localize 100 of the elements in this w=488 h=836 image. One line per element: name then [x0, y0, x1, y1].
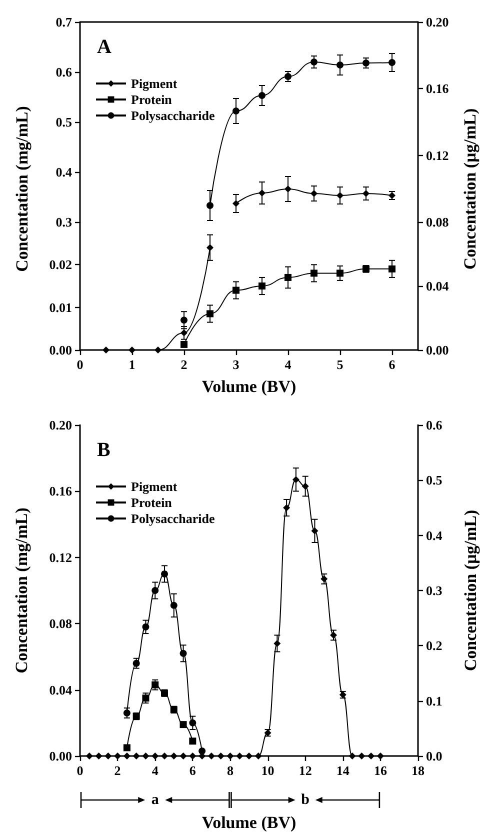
text: A: [97, 36, 112, 58]
point: [274, 640, 281, 647]
point: [123, 752, 130, 760]
y-tick-label: 0.12: [49, 550, 72, 565]
point: [123, 744, 130, 752]
legend-label: Protein: [131, 92, 173, 107]
y2-tick-label: 0.6: [426, 418, 443, 432]
x-tick-label: 16: [374, 763, 388, 778]
y-tick-label: 0.00: [49, 748, 72, 764]
point: [336, 270, 344, 277]
point: [161, 752, 168, 760]
point: [152, 752, 159, 760]
point: [320, 575, 328, 582]
point: [95, 752, 102, 760]
y2-axis-title: Concentation (μg/mL): [460, 108, 480, 270]
point: [154, 346, 162, 354]
y-tick-label: 0.3: [56, 214, 72, 230]
y2-tick-label: 0.16: [426, 81, 450, 96]
point: [170, 752, 178, 760]
x-tick-label: 12: [298, 763, 312, 778]
x-axis-title: Volume (BV): [202, 813, 296, 832]
x-tick-label: 10: [261, 763, 274, 778]
point: [236, 752, 244, 760]
y-tick-label: 0.6: [56, 64, 72, 80]
point: [180, 752, 187, 760]
x-tick-label: 4: [152, 763, 159, 778]
y2-tick-label: 0.20: [426, 14, 449, 30]
point: [254, 752, 262, 760]
text: b: [301, 792, 310, 808]
point: [152, 681, 159, 688]
x-tick-label: 1: [128, 357, 136, 372]
x-tick-label: 2: [114, 763, 121, 778]
point: [310, 190, 318, 197]
point: [102, 346, 110, 354]
point: [388, 59, 396, 66]
y2-tick-label: 0.1: [426, 693, 442, 708]
y2-tick-label: 0.5: [426, 472, 443, 488]
point: [283, 504, 290, 512]
x-tick-label: 14: [336, 763, 350, 778]
point: [362, 190, 370, 197]
point: [208, 752, 215, 760]
point: [206, 310, 214, 318]
y-axis-title: Concentation (mg/mL): [12, 508, 31, 674]
legend-label: Polysaccharide: [131, 108, 215, 123]
y-tick-label: 0.04: [49, 682, 72, 698]
point: [388, 265, 396, 272]
x-tick-label: 4: [284, 357, 292, 372]
point: [189, 752, 196, 760]
y2-tick-label: 0.0: [426, 748, 442, 764]
y2-tick-label: 0.3: [426, 583, 443, 598]
point: [206, 202, 214, 209]
point: [142, 694, 150, 702]
point: [232, 108, 240, 114]
x-tick-label: 0: [76, 763, 84, 778]
point: [180, 721, 187, 728]
point: [123, 709, 130, 716]
point: [310, 270, 318, 277]
point: [232, 200, 240, 207]
legend-label: Protein: [131, 495, 173, 510]
point: [232, 286, 240, 294]
y-tick-label: 0.5: [56, 114, 72, 130]
y-tick-label: 0.00: [49, 342, 72, 358]
point: [180, 316, 188, 324]
legend-label: Polysaccharide: [131, 511, 215, 526]
point: [336, 62, 344, 68]
point: [310, 58, 318, 66]
x-axis-title: Volume (BV): [202, 377, 296, 396]
y-tick-label: 0.01: [49, 300, 72, 315]
point: [246, 752, 252, 760]
text: B: [97, 439, 110, 461]
point: [217, 752, 224, 760]
legend-label: Pigment: [131, 76, 178, 91]
x-tick-label: 6: [189, 763, 196, 778]
point: [336, 192, 344, 199]
point: [358, 752, 366, 760]
y-tick-label: 0.4: [56, 164, 72, 180]
y-tick-label: 0.7: [56, 14, 72, 30]
point: [128, 346, 136, 354]
point: [142, 623, 150, 630]
point: [104, 752, 112, 760]
point: [189, 738, 196, 745]
point: [292, 476, 300, 484]
x-tick-label: 2: [180, 357, 188, 372]
y2-axis-title: Concentation (μg/mL): [461, 510, 480, 672]
point: [311, 527, 318, 534]
point: [258, 190, 266, 196]
point: [348, 752, 356, 760]
y2-tick-label: 0.00: [426, 342, 449, 358]
y-tick-label: 0.20: [49, 418, 72, 432]
point: [206, 244, 214, 252]
x-tick-label: 8: [226, 763, 234, 778]
point: [284, 73, 292, 80]
point: [152, 587, 159, 594]
point: [180, 650, 187, 657]
point: [258, 282, 266, 290]
text: a: [151, 792, 160, 808]
point: [86, 752, 93, 760]
point: [330, 632, 337, 639]
point: [189, 719, 196, 726]
point: [132, 752, 140, 760]
